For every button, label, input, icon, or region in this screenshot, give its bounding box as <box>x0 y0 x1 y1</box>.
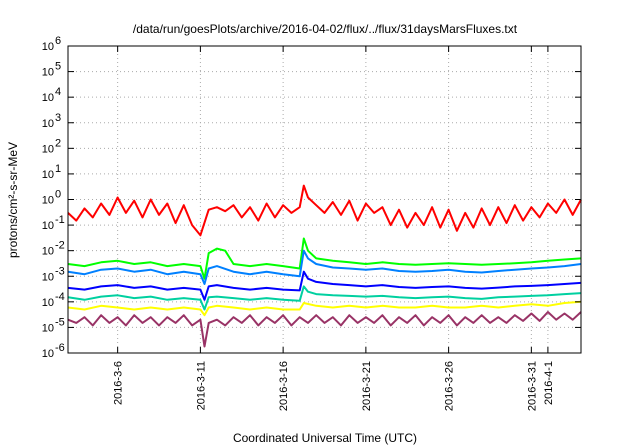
x-tick-label: 2016-3-31 <box>526 361 538 411</box>
axis-ticks <box>68 45 581 354</box>
y-tick-label: 10 <box>42 92 54 104</box>
chart-title: /data/run/goesPlots/archive/2016-04-02/f… <box>133 22 518 36</box>
y-tick-labels: 10 -610 -510 -410 -310 -210 -110 010 110 210 310 41… <box>42 35 65 360</box>
series-line <box>67 311 582 348</box>
x-tick-labels: 2016-3-6 2016-3-11 2016-3-16 2016-3-21 2016-… <box>113 361 555 411</box>
y-tick-label: 10 <box>42 41 54 53</box>
y-tick-label: 10 <box>42 118 54 130</box>
y-tick-exponent: 2 <box>55 137 61 149</box>
grid <box>68 46 581 353</box>
y-axis-title: protons/cm²-s-sr-MeV <box>6 142 20 258</box>
y-tick-label: 10 <box>42 348 54 360</box>
y-tick-exponent: 4 <box>55 86 61 98</box>
y-tick-label: 10 <box>42 322 54 334</box>
y-tick-exponent: 6 <box>55 35 61 47</box>
series-line <box>67 285 582 311</box>
y-tick-exponent: 0 <box>55 189 61 201</box>
y-tick-exponent: 1 <box>55 163 61 175</box>
series-line <box>67 249 582 285</box>
y-tick-label: 10 <box>42 220 54 232</box>
y-tick-exponent: -2 <box>55 240 65 252</box>
x-tick-label: 2016-3-21 <box>361 361 373 411</box>
y-tick-label: 10 <box>42 195 54 207</box>
x-tick-label: 2016-3-16 <box>278 361 290 411</box>
x-tick-label: 2016-4-1 <box>543 361 555 405</box>
x-tick-label: 2016-3-26 <box>444 361 456 411</box>
y-tick-label: 10 <box>42 271 54 283</box>
y-tick-label: 10 <box>42 169 54 181</box>
x-tick-label: 2016-3-11 <box>195 361 207 410</box>
series-group <box>67 184 582 348</box>
y-tick-exponent: -6 <box>55 342 65 354</box>
series-line <box>67 237 582 280</box>
y-tick-exponent: -4 <box>55 291 65 303</box>
y-tick-exponent: -5 <box>55 316 65 328</box>
y-tick-exponent: -1 <box>55 214 65 226</box>
x-tick-label: 2016-3-6 <box>113 361 125 405</box>
series-line <box>67 270 582 301</box>
y-tick-label: 10 <box>42 246 54 258</box>
y-tick-label: 10 <box>42 67 54 79</box>
series-line <box>67 184 582 237</box>
series-line <box>67 300 582 317</box>
x-axis-title: Coordinated Universal Time (UTC) <box>233 431 417 445</box>
y-tick-exponent: 5 <box>55 61 61 73</box>
y-tick-label: 10 <box>42 143 54 155</box>
y-tick-exponent: -3 <box>55 265 65 277</box>
y-tick-label: 10 <box>42 297 54 309</box>
y-tick-exponent: 3 <box>55 112 61 124</box>
